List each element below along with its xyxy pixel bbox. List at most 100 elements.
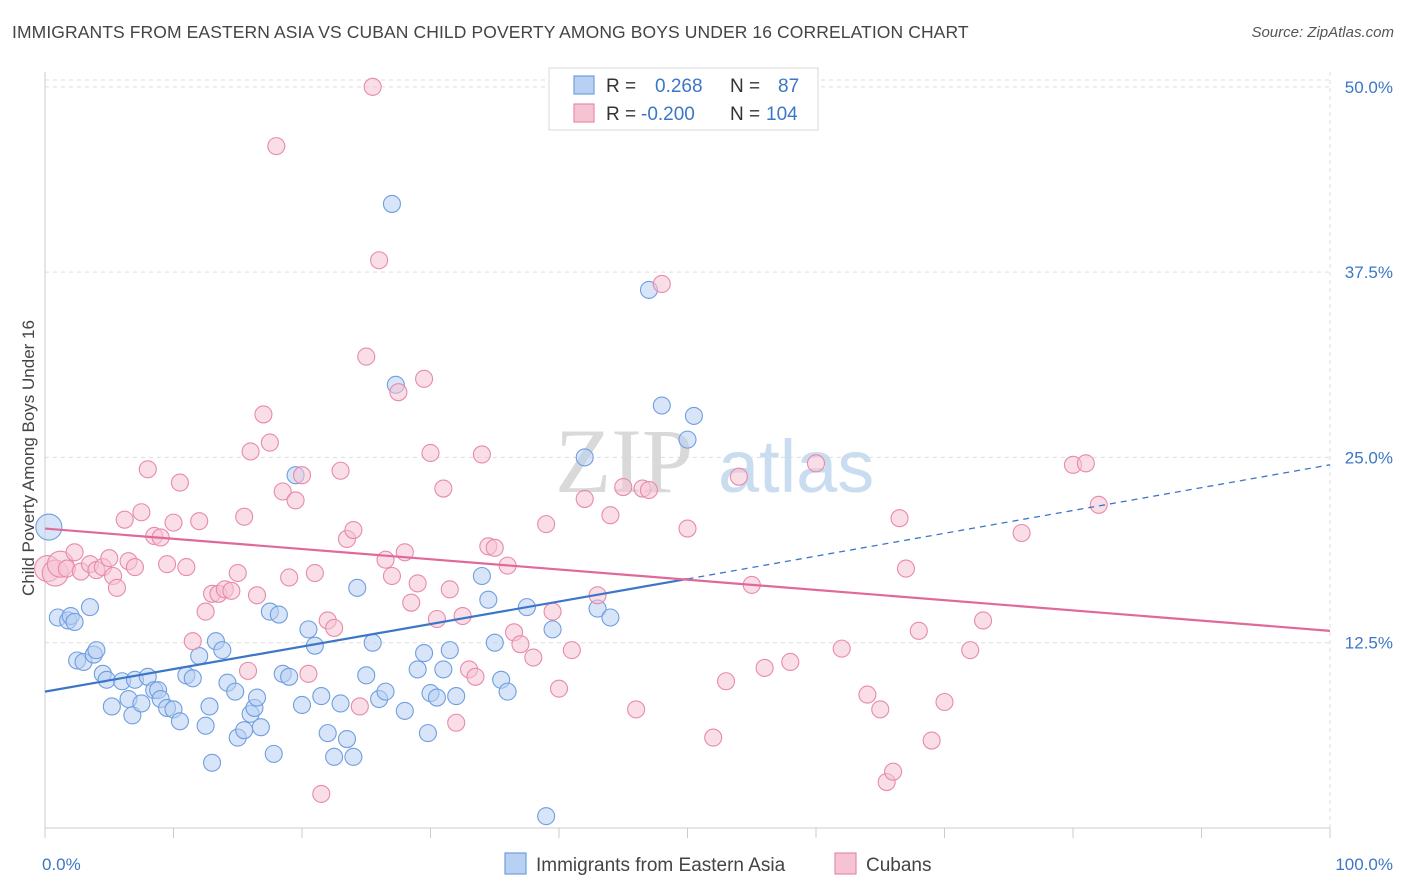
data-point-0-29 (200, 697, 219, 716)
data-point-0-36 (235, 721, 254, 740)
data-point-1-100 (884, 762, 903, 781)
bottom-legend-label-immigrants: Immigrants from Eastern Asia (536, 855, 786, 876)
data-point-0-45 (280, 667, 299, 686)
watermark: ZIP atlas (555, 410, 874, 512)
data-point-0-55 (344, 747, 363, 766)
stats-legend: R = 0.268 N = 87 R = -0.200 N = 104 (548, 67, 819, 131)
data-point-1-105 (935, 692, 954, 712)
legend-swatch-immigrants (573, 75, 595, 95)
data-point-1-35 (254, 405, 273, 424)
legend-n-label-immigrants: N = (730, 76, 760, 97)
data-point-0-51 (318, 724, 337, 743)
data-point-1-75 (524, 648, 543, 667)
data-point-1-77 (543, 602, 562, 621)
data-point-1-69 (472, 445, 491, 464)
data-point-0-34 (226, 682, 245, 701)
data-point-1-4 (65, 543, 84, 562)
data-point-1-90 (716, 672, 736, 691)
data-point-0-43 (269, 605, 288, 624)
source-label: Source: ZipAtlas.com (1251, 24, 1394, 41)
data-point-0-50 (312, 687, 331, 706)
data-point-0-30 (203, 753, 222, 772)
data-point-1-55 (382, 566, 402, 586)
data-point-0-73 (479, 590, 498, 609)
data-point-1-88 (678, 519, 697, 538)
data-point-1-59 (408, 574, 427, 593)
data-point-0-69 (434, 660, 453, 679)
data-point-1-101 (890, 509, 909, 528)
data-point-1-31 (235, 507, 254, 526)
data-point-0-0 (35, 513, 63, 541)
watermark-zip: ZIP (555, 410, 693, 512)
data-point-0-48 (299, 620, 318, 639)
legend-r-value-cubans: -0.200 (641, 104, 695, 125)
axes (44, 72, 1331, 838)
data-point-1-107 (973, 611, 993, 630)
data-point-0-70 (440, 641, 459, 660)
data-point-0-72 (472, 566, 491, 586)
chart-title: IMMIGRANTS FROM EASTERN ASIA VS CUBAN CH… (12, 22, 969, 42)
data-point-1-82 (601, 506, 620, 525)
data-point-1-23 (183, 632, 202, 651)
legend-n-value-cubans: 104 (766, 104, 798, 125)
bottom-legend-swatch-immigrants (504, 852, 527, 875)
data-point-0-40 (251, 718, 270, 737)
data-point-0-61 (382, 194, 402, 213)
data-point-0-5 (80, 598, 100, 617)
data-point-0-52 (325, 747, 344, 766)
data-point-1-44 (312, 784, 331, 803)
data-point-1-79 (562, 641, 581, 660)
data-point-1-56 (389, 383, 408, 402)
data-point-1-78 (549, 679, 569, 698)
x-tick-labels: 0.0% 100.0% (42, 855, 1393, 874)
bottom-legend-swatch-cubans (834, 852, 857, 875)
series-cubans-points (34, 77, 1108, 803)
data-point-0-84 (652, 396, 671, 415)
data-point-1-71 (485, 538, 504, 557)
data-point-0-68 (427, 688, 446, 707)
y-tick-label-1: 25.0% (1345, 448, 1393, 467)
data-point-0-9 (87, 641, 106, 660)
y-tick-label-2: 37.5% (1345, 263, 1393, 282)
data-point-1-40 (286, 491, 305, 510)
data-point-0-53 (331, 694, 350, 713)
y-tick-label-3: 50.0% (1345, 78, 1393, 97)
data-point-1-95 (806, 454, 826, 473)
data-point-1-104 (922, 731, 941, 750)
data-point-1-102 (896, 559, 916, 578)
x-tick-label-1: 100.0% (1335, 855, 1393, 874)
data-point-1-38 (273, 482, 292, 501)
data-point-1-61 (421, 443, 440, 463)
data-point-0-12 (102, 697, 121, 716)
data-point-0-28 (196, 716, 215, 735)
data-point-1-66 (453, 606, 472, 626)
data-point-1-53 (370, 251, 389, 270)
data-point-1-12 (115, 510, 134, 529)
data-point-1-98 (871, 700, 890, 719)
data-point-1-91 (729, 467, 748, 486)
data-point-1-94 (781, 652, 800, 672)
data-point-0-86 (684, 406, 703, 425)
data-point-0-56 (348, 578, 367, 597)
data-point-1-97 (858, 685, 877, 704)
data-point-1-84 (627, 700, 646, 719)
data-point-1-14 (125, 558, 144, 577)
data-point-1-63 (434, 479, 453, 498)
data-point-0-65 (415, 644, 434, 663)
data-point-0-74 (485, 633, 504, 652)
x-tick-label-0: 0.0% (42, 855, 81, 874)
data-point-0-57 (357, 666, 376, 685)
data-point-0-66 (418, 724, 437, 743)
legend-n-value-immigrants: 87 (778, 76, 799, 97)
data-point-0-58 (363, 633, 382, 652)
y-tick-label-0: 12.5% (1345, 634, 1393, 653)
series-legend: Immigrants from Eastern Asia Cubans (504, 852, 932, 876)
data-point-1-25 (196, 602, 215, 621)
data-point-1-39 (280, 568, 299, 587)
data-point-1-106 (961, 641, 980, 660)
data-point-0-76 (498, 682, 517, 701)
data-point-1-9 (100, 549, 119, 568)
data-point-1-42 (299, 664, 318, 683)
legend-r-value-immigrants: 0.268 (655, 76, 703, 97)
data-point-1-65 (447, 713, 466, 732)
